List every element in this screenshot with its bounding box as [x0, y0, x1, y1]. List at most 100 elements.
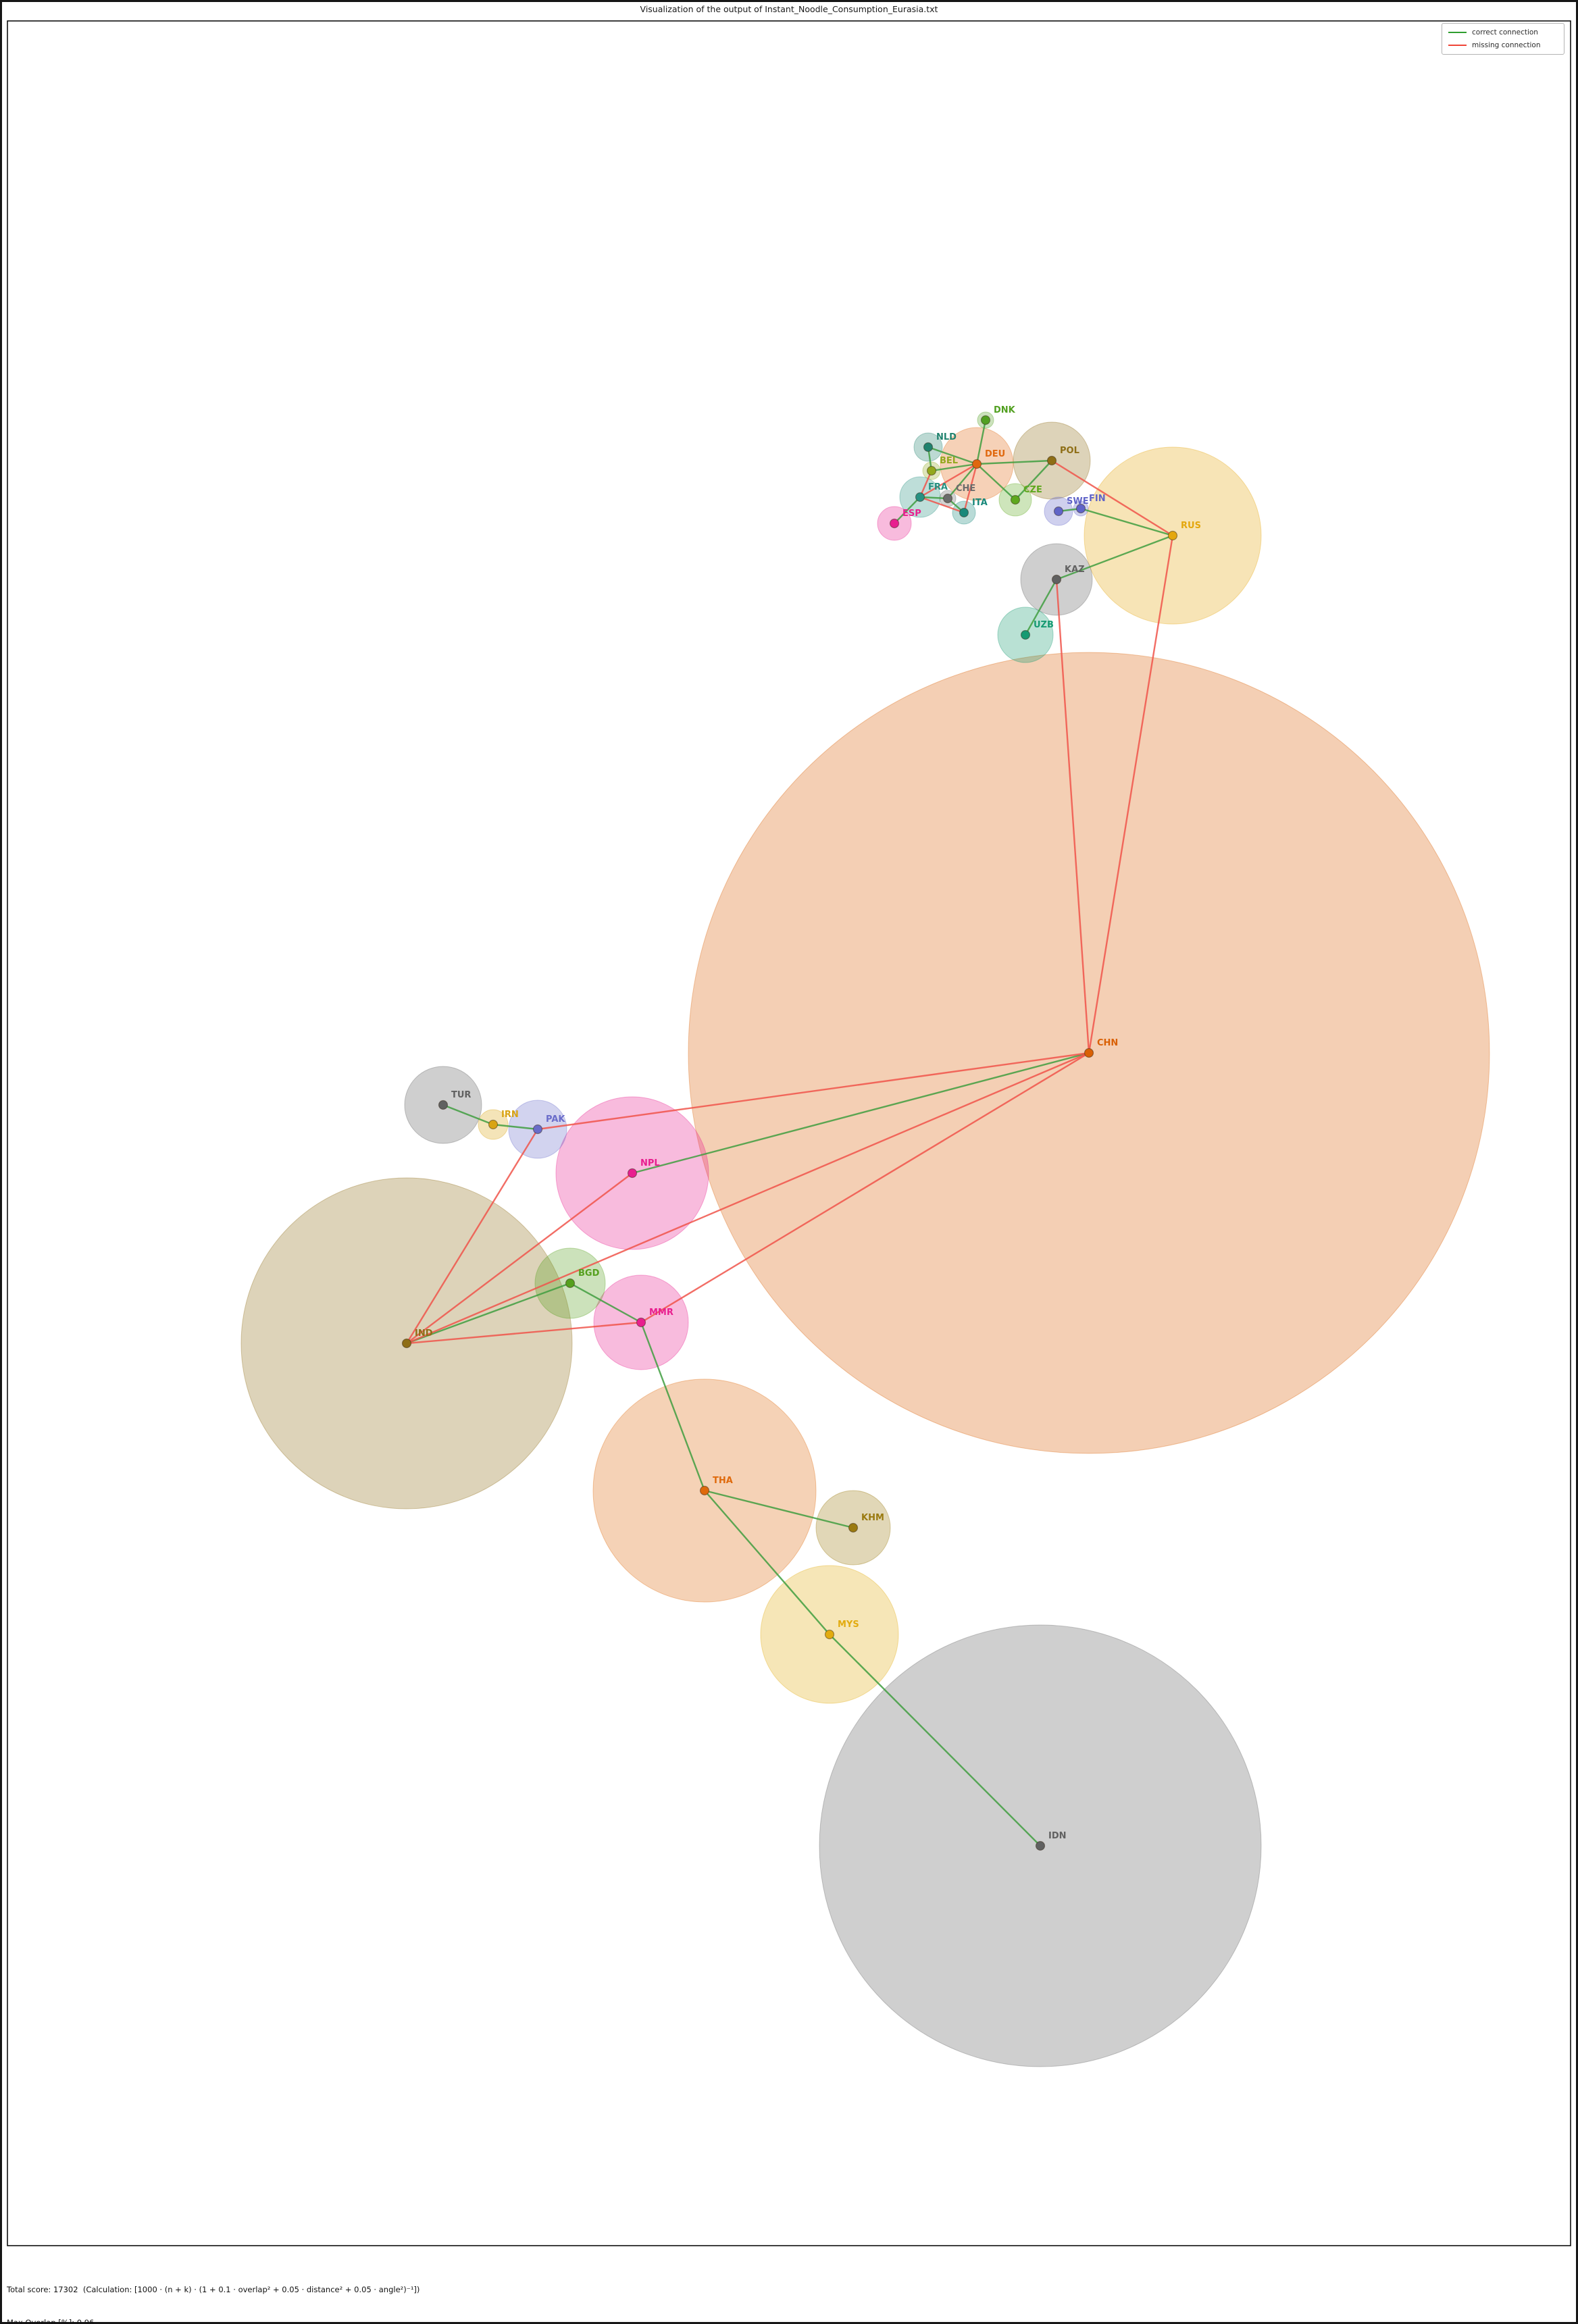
node-label-IDN: IDN — [1048, 1831, 1067, 1841]
node-label-MMR: MMR — [649, 1308, 673, 1318]
node-label-IND: IND — [415, 1328, 433, 1339]
edge-POL-CZE-correct — [1015, 460, 1052, 500]
node-dot-DEU — [971, 459, 982, 469]
edge-BEL-DEU-correct — [931, 463, 977, 472]
node-dot-CZE — [1010, 494, 1021, 505]
node-dot-CHN — [1084, 1048, 1094, 1058]
edge-THA-MYS-correct — [704, 1490, 830, 1635]
edge-BGD-MMR-correct — [569, 1282, 642, 1324]
edge-NLD-DEU-correct — [927, 446, 977, 465]
node-dot-NLD — [923, 442, 934, 453]
node-label-TUR: TUR — [451, 1090, 471, 1100]
edge-POL-RUS-missing — [1051, 459, 1173, 537]
edge-IND-BGD-correct — [406, 1282, 571, 1345]
node-dot-NPL — [627, 1168, 638, 1179]
edge-DNK-DEU-correct — [975, 419, 987, 465]
node-label-BEL: BEL — [940, 456, 958, 466]
edge-RUS-CHN-missing — [1088, 535, 1174, 1054]
edges-layer — [405, 419, 1174, 1847]
edge-FRA-ESP-correct — [894, 496, 921, 524]
node-label-BGD: BGD — [578, 1268, 600, 1279]
edge-NPL-CHN-correct — [632, 1052, 1090, 1174]
bubbles-layer — [240, 411, 1490, 2067]
edge-NPL-IND-missing — [406, 1172, 633, 1344]
node-dot-TUR — [438, 1100, 449, 1110]
legend-label-missing: missing connection — [1472, 41, 1541, 49]
node-dot-MMR — [636, 1317, 646, 1328]
node-label-DNK: DNK — [994, 405, 1016, 415]
node-label-CHN: CHN — [1097, 1038, 1118, 1048]
node-dot-IND — [401, 1338, 412, 1349]
edge-IND-CHN-missing — [406, 1052, 1090, 1345]
figure-title: Visualization of the output of Instant_N… — [640, 4, 938, 14]
node-dot-DNK — [980, 415, 991, 425]
node-label-NPL: NPL — [640, 1158, 660, 1168]
edge-DEU-ITA-missing — [963, 463, 978, 513]
node-dot-IRN — [488, 1119, 499, 1130]
edge-BEL-FRA-missing — [919, 470, 933, 498]
legend-line-correct-icon — [1448, 32, 1467, 33]
edge-KAZ-UZB-correct — [1024, 579, 1058, 636]
edge-TUR-IRN-correct — [442, 1104, 494, 1126]
node-label-CHE: CHE — [956, 484, 975, 494]
score-summary: Total score: 17302 (Calculation: [1000 ·… — [7, 2264, 419, 2324]
dots-layer — [401, 415, 1178, 1851]
edge-FRA-CHE-correct — [919, 496, 948, 500]
node-dot-SWE — [1053, 506, 1064, 517]
edge-DEU-POL-correct — [976, 459, 1052, 465]
node-dot-UZB — [1020, 629, 1031, 640]
node-dot-FIN — [1075, 503, 1086, 514]
edge-PAK-IND-missing — [405, 1129, 539, 1344]
node-dot-ITA — [959, 507, 969, 518]
node-dot-KAZ — [1051, 574, 1062, 585]
node-dot-THA — [699, 1485, 710, 1496]
node-label-UZB: UZB — [1034, 620, 1054, 630]
node-label-IRN: IRN — [501, 1110, 519, 1120]
edge-IRN-PAK-correct — [492, 1123, 538, 1131]
node-label-KAZ: KAZ — [1065, 565, 1085, 575]
node-label-ESP: ESP — [902, 509, 921, 519]
node-dot-CHE — [942, 493, 953, 504]
node-label-CZE: CZE — [1023, 485, 1042, 495]
node-label-FIN: FIN — [1089, 494, 1106, 504]
node-dot-PAK — [532, 1124, 543, 1135]
legend-item-correct: correct connection — [1448, 28, 1558, 36]
edge-MMR-THA-correct — [640, 1322, 706, 1491]
edge-IND-MMR-missing — [406, 1321, 642, 1345]
node-label-POL: POL — [1060, 446, 1079, 456]
node-dot-IDN — [1035, 1840, 1046, 1851]
node-label-DEU: DEU — [985, 449, 1005, 459]
node-dot-FRA — [915, 492, 925, 502]
edge-DEU-CHE-correct — [947, 463, 977, 499]
labels-layer: DNK NLD DEU BEL POL FRA CHE ITA CZE ESP SWE FIN RUS K… — [415, 405, 1201, 1841]
node-label-THA: THA — [713, 1476, 733, 1486]
node-dot-RUS — [1167, 530, 1178, 541]
edge-DEU-FRA-missing — [919, 463, 977, 498]
node-label-RUS: RUS — [1181, 521, 1201, 531]
node-dot-ESP — [889, 518, 900, 529]
edge-MMR-CHN-missing — [640, 1052, 1090, 1324]
node-dot-BEL — [926, 465, 937, 476]
node-dot-KHM — [848, 1522, 859, 1533]
legend-line-missing-icon — [1448, 45, 1467, 46]
edge-KAZ-CHN-missing — [1055, 579, 1090, 1054]
edge-MYS-IDN-correct — [829, 1634, 1041, 1847]
node-label-ITA: ITA — [972, 498, 988, 508]
edge-THA-KHM-correct — [704, 1489, 854, 1529]
legend: correct connection missing connection — [1442, 23, 1564, 55]
edge-DEU-CZE-correct — [976, 463, 1016, 500]
node-dot-BGD — [565, 1278, 576, 1289]
node-label-FRA: FRA — [928, 482, 948, 492]
node-label-KHM: KHM — [861, 1513, 884, 1523]
max-overlap-line: Max Overlap [%]: 0.96 — [7, 2317, 95, 2324]
node-dot-POL — [1046, 455, 1057, 466]
node-label-NLD: NLD — [936, 432, 957, 442]
legend-item-missing: missing connection — [1448, 41, 1558, 49]
plot-frame — [7, 20, 1571, 2246]
legend-label-correct: correct connection — [1472, 28, 1538, 36]
node-label-SWE: SWE — [1067, 496, 1089, 507]
edge-FIN-RUS-correct — [1080, 507, 1173, 537]
node-label-MYS: MYS — [838, 1620, 859, 1630]
node-label-PAK: PAK — [546, 1114, 565, 1125]
